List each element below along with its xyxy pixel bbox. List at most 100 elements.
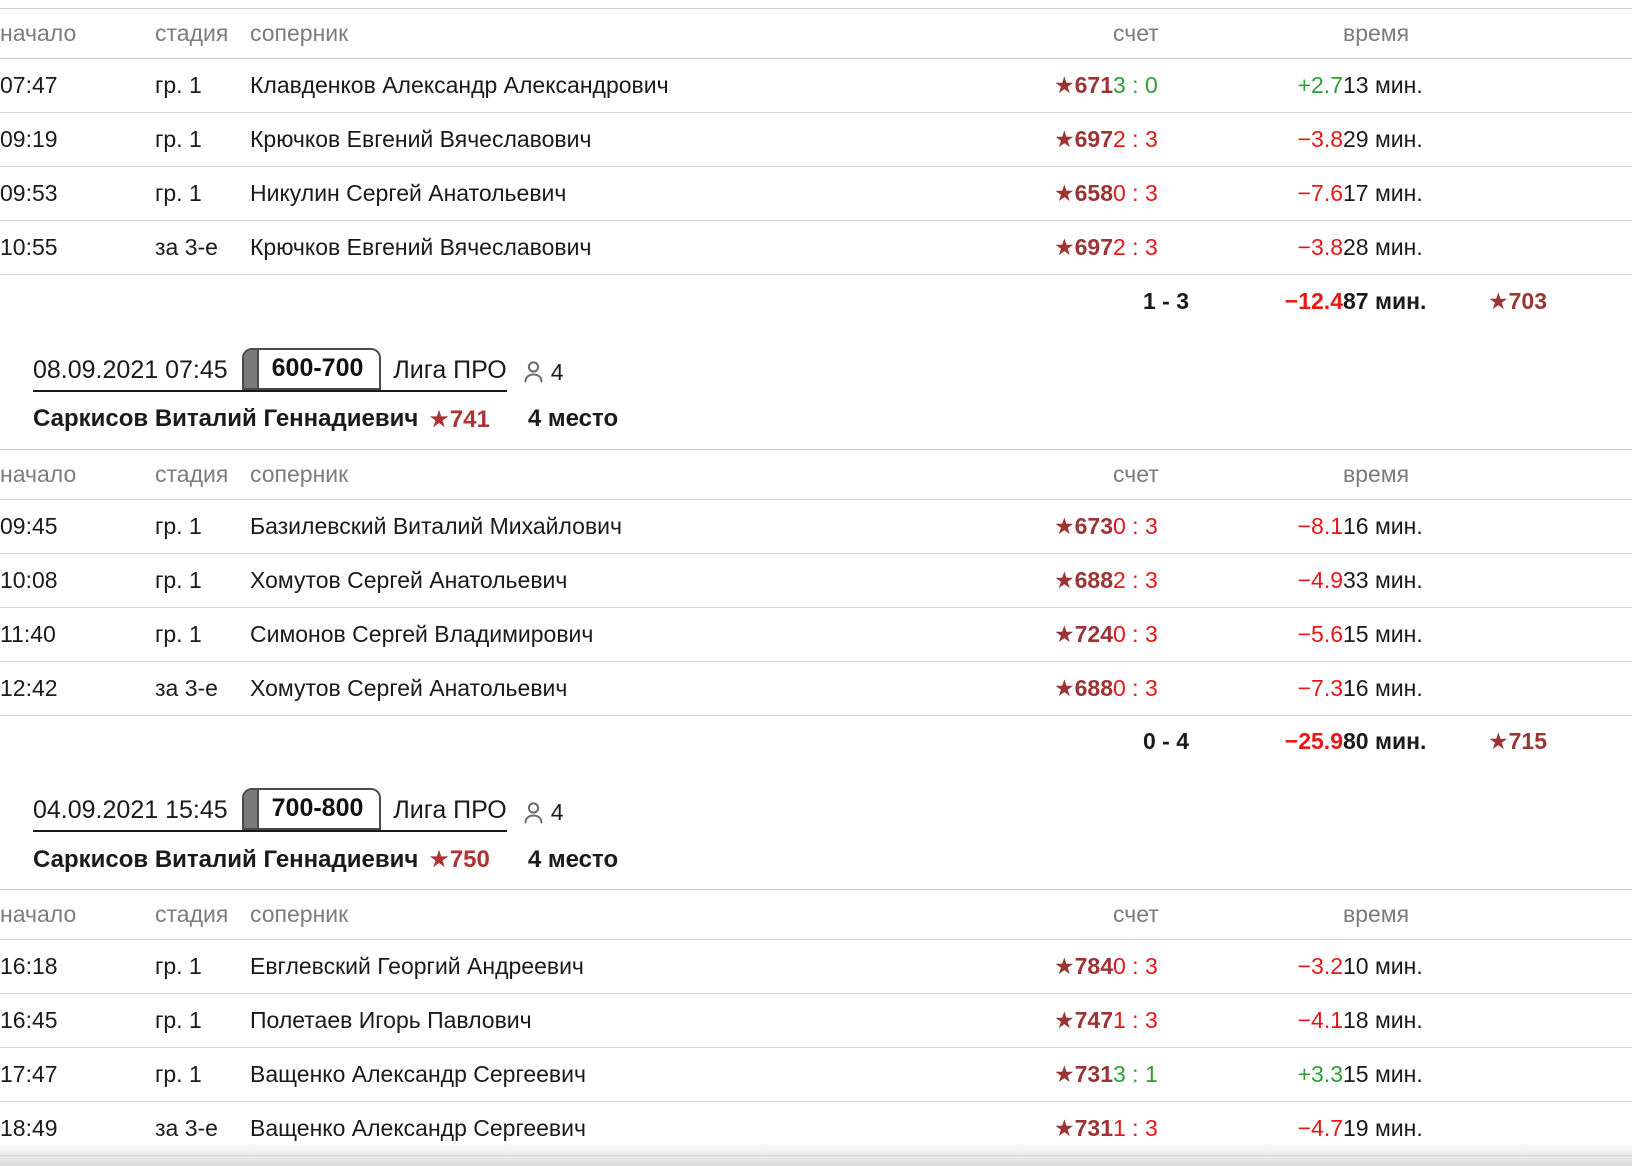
player-line: Саркисов Виталий Геннадиевич ★750 4 мест… (33, 845, 1632, 874)
match-row: 07:47 гр. 1 Клавденков Александр Алексан… (0, 58, 1632, 113)
match-row: 10:55 за 3-е Крючков Евгений Вячеславови… (0, 220, 1632, 275)
opponent-name: Никулин Сергей Анатольевич (250, 166, 993, 221)
players-count: 4 (550, 799, 564, 825)
opponent-rating: ★671 (993, 58, 1113, 113)
match-score: 0 : 3 (1113, 661, 1253, 716)
rating-diff: −4.1 (1253, 993, 1343, 1048)
opponent-rating: ★658 (993, 166, 1113, 221)
summary-rating-value: 715 (1508, 728, 1547, 755)
players-count-group: 4 (521, 359, 564, 392)
opponent-rating-value: 673 (1074, 512, 1113, 539)
opponent-rating-value: 671 (1074, 72, 1113, 98)
opponent-rating-value: 697 (1074, 234, 1113, 260)
rating-diff: −7.6 (1253, 166, 1343, 221)
match-row: 09:45 гр. 1 Базилевский Виталий Михайлов… (0, 499, 1632, 554)
match-stage: гр. 1 (155, 939, 250, 994)
rating-diff: −8.1 (1253, 499, 1343, 554)
summary-score: 1 - 3 (1143, 287, 1190, 314)
league-link[interactable]: Лига ПРО (393, 355, 507, 384)
opponent-rating: ★747 (993, 993, 1113, 1048)
opponent-rating: ★731 (993, 1101, 1113, 1156)
sections-root: начало стадия соперник счет время 07:47 … (0, 8, 1632, 1166)
opponent-name: Хомутов Сергей Анатольевич (250, 553, 993, 608)
table-body: 16:18 гр. 1 Евглевский Георгий Андреевич… (0, 939, 1632, 1156)
match-row: 18:49 за 3-е Ващенко Александр Сергеевич… (0, 1101, 1632, 1156)
col-header-opponent: соперник (250, 889, 993, 940)
match-stage: гр. 1 (155, 607, 250, 662)
match-row: 11:40 гр. 1 Симонов Сергей Владимирович … (0, 607, 1632, 662)
summary-rating: ★703 (1488, 275, 1632, 328)
tag-flap (243, 790, 259, 828)
match-duration: 28 мин. (1343, 220, 1488, 275)
star-icon: ★ (1054, 954, 1075, 980)
opponent-rating: ★688 (993, 661, 1113, 716)
rating-diff: −7.3 (1253, 661, 1343, 716)
summary-diff (1253, 1156, 1343, 1166)
matches-table: начало стадия соперник счет время 09:45 … (0, 448, 1632, 769)
rating-diff: −3.8 (1253, 220, 1343, 275)
match-start-time: 09:19 (0, 112, 155, 167)
col-header-start: начало (0, 449, 155, 500)
opponent-name: Крючков Евгений Вячеславович (250, 112, 993, 167)
players-count: 4 (550, 358, 564, 385)
rating-diff: −4.9 (1253, 553, 1343, 608)
col-header-score: счет (1113, 8, 1253, 59)
opponent-name: Клавденков Александр Александрович (250, 58, 993, 113)
opponent-name: Полетаев Игорь Павлович (250, 993, 993, 1048)
opponent-rating-value: 688 (1074, 566, 1113, 593)
match-duration: 19 мин. (1343, 1101, 1488, 1156)
tournament-date-link[interactable]: 04.09.2021 15:45 (33, 796, 228, 824)
opponent-rating: ★784 (993, 939, 1113, 994)
opponent-name: Евглевский Георгий Андреевич (250, 939, 993, 994)
summary-duration: 87 мин. (1343, 287, 1427, 314)
match-start-time: 09:45 (0, 499, 155, 554)
col-header-opponent: соперник (250, 8, 993, 59)
rating-diff: −3.8 (1253, 112, 1343, 167)
summary-diff: −12.4 (1284, 287, 1343, 314)
star-icon: ★ (1488, 288, 1509, 315)
match-stage: гр. 1 (155, 1047, 250, 1102)
opponent-rating-value: 688 (1074, 674, 1113, 701)
league-link[interactable]: Лига ПРО (393, 796, 507, 824)
rating-diff: −4.7 (1253, 1101, 1343, 1156)
match-header: 04.09.2021 15:45 700-800 Лига ПРО 4 (33, 788, 1632, 832)
star-icon: ★ (1054, 1116, 1075, 1142)
match-score: 3 : 1 (1113, 1047, 1253, 1102)
match-stage: за 3-е (155, 220, 250, 275)
opponent-name: Ващенко Александр Сергеевич (250, 1101, 993, 1156)
star-icon: ★ (1054, 675, 1075, 702)
match-start-time: 10:55 (0, 220, 155, 275)
col-header-score: счет (1113, 449, 1253, 500)
match-duration: 18 мин. (1343, 993, 1488, 1048)
match-stage: за 3-е (155, 1101, 250, 1156)
match-duration: 16 мин. (1343, 499, 1488, 554)
tournament-date-link[interactable]: 08.09.2021 07:45 (33, 355, 228, 384)
match-score: 0 : 3 (1113, 166, 1253, 221)
match-row: 10:08 гр. 1 Хомутов Сергей Анатольевич ★… (0, 553, 1632, 608)
rating-range-tag[interactable]: 700-800 (241, 788, 382, 830)
match-duration: 15 мин. (1343, 1047, 1488, 1102)
match-header: 08.09.2021 07:45 600-700 Лига ПРО 4 (33, 347, 1632, 392)
star-icon: ★ (1054, 235, 1075, 261)
summary-score: 0 - 4 (1143, 728, 1190, 755)
player-rating-value: 750 (449, 846, 490, 873)
rating-range-tag[interactable]: 600-700 (241, 347, 382, 390)
player-rating: ★750 (428, 845, 490, 874)
tournament-section: 04.09.2021 15:45 700-800 Лига ПРО 4 Сарк… (0, 788, 1632, 1166)
tournament-links: 04.09.2021 15:45 700-800 Лига ПРО (33, 788, 507, 832)
opponent-rating: ★697 (993, 112, 1113, 167)
table-header-row: начало стадия соперник счет время (0, 449, 1632, 500)
match-score: 0 : 3 (1113, 499, 1253, 554)
person-outline-icon (524, 801, 543, 823)
match-duration: 17 мин. (1343, 166, 1488, 221)
summary-score (1113, 1156, 1253, 1166)
star-icon: ★ (1054, 1008, 1075, 1034)
match-row: 17:47 гр. 1 Ващенко Александр Сергеевич … (0, 1047, 1632, 1102)
rating-range-label: 600-700 (258, 349, 380, 388)
star-icon: ★ (1054, 567, 1075, 594)
match-stage: за 3-е (155, 661, 250, 716)
match-start-time: 16:18 (0, 939, 155, 994)
opponent-rating: ★688 (993, 553, 1113, 608)
match-stage: гр. 1 (155, 58, 250, 113)
